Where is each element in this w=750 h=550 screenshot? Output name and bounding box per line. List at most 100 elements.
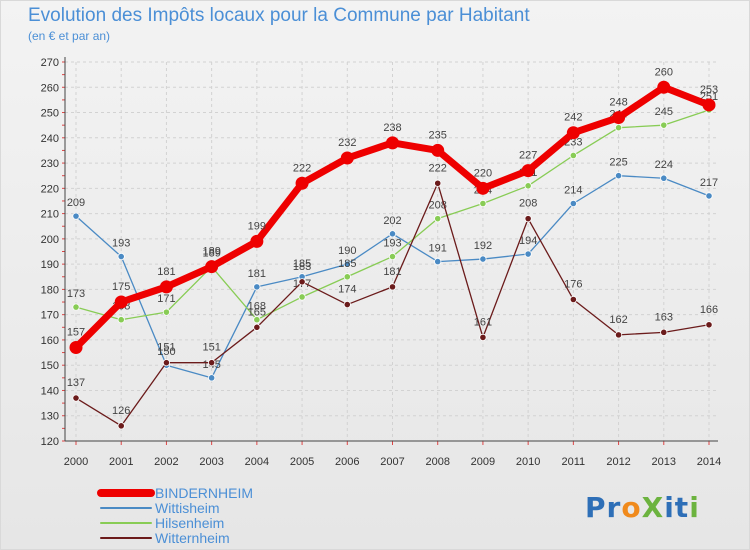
logo-letter: X xyxy=(641,491,665,524)
x-tick-label: 2008 xyxy=(425,456,449,468)
data-point xyxy=(705,321,713,329)
data-point xyxy=(566,126,580,140)
data-label: 245 xyxy=(655,106,673,118)
data-point xyxy=(162,359,171,367)
y-tick-label: 140 xyxy=(41,385,59,397)
chart-subtitle: (en € et par an) xyxy=(28,29,111,43)
data-point xyxy=(205,260,219,274)
x-tick-label: 2005 xyxy=(290,456,314,468)
data-label: 151 xyxy=(157,342,175,354)
x-tick-label: 2004 xyxy=(245,456,269,468)
y-tick-label: 230 xyxy=(41,158,59,170)
y-tick-label: 130 xyxy=(41,411,59,423)
x-tick-label: 2011 xyxy=(562,456,586,468)
x-tick-label: 2012 xyxy=(606,456,630,468)
data-point xyxy=(434,258,442,266)
data-label: 227 xyxy=(519,150,537,162)
x-tick-label: 2000 xyxy=(64,456,88,468)
data-label: 150 xyxy=(157,346,175,358)
proxiti-logo: ProXiti xyxy=(585,491,700,524)
y-tick-label: 170 xyxy=(41,310,59,322)
data-point xyxy=(253,283,261,291)
data-label: 208 xyxy=(519,198,537,210)
data-label: 176 xyxy=(564,279,582,291)
data-label: 126 xyxy=(112,405,130,417)
data-point xyxy=(657,80,671,94)
logo-letter: P xyxy=(585,491,607,524)
data-label: 209 xyxy=(67,197,85,209)
data-point xyxy=(524,250,532,258)
data-label: 191 xyxy=(429,243,447,255)
data-point xyxy=(660,328,668,336)
data-point xyxy=(72,212,80,220)
chart-title: Evolution des Impôts locaux pour la Comm… xyxy=(28,5,530,26)
y-tick-label: 150 xyxy=(41,360,59,372)
data-label: 194 xyxy=(519,235,537,247)
y-tick-label: 190 xyxy=(41,259,59,271)
data-point xyxy=(479,333,487,342)
data-point xyxy=(72,394,80,402)
data-label: 225 xyxy=(609,157,627,169)
data-point xyxy=(614,331,623,339)
x-tick-label: 2009 xyxy=(471,456,495,468)
data-point xyxy=(343,300,351,309)
data-label: 185 xyxy=(338,258,356,270)
data-point xyxy=(612,111,626,125)
x-tick-label: 2007 xyxy=(380,456,404,468)
data-label: 137 xyxy=(67,377,85,389)
y-tick-label: 220 xyxy=(41,183,59,195)
y-tick-label: 270 xyxy=(41,57,59,69)
legend-label: Hilsenheim xyxy=(155,515,224,531)
logo-letter: t xyxy=(674,491,690,524)
data-point xyxy=(208,359,216,367)
data-point xyxy=(476,181,490,195)
data-label: 190 xyxy=(338,245,356,257)
data-label: 175 xyxy=(112,281,130,293)
logo-letter: o xyxy=(621,491,642,524)
data-point xyxy=(388,283,397,291)
data-point xyxy=(159,280,173,294)
data-point xyxy=(298,278,306,286)
data-label: 157 xyxy=(67,327,85,339)
data-point xyxy=(479,199,487,208)
data-point xyxy=(343,260,351,268)
data-label: 260 xyxy=(655,66,673,78)
data-label: 248 xyxy=(609,97,627,109)
data-label: 224 xyxy=(655,159,673,171)
data-point xyxy=(117,316,125,324)
data-point xyxy=(660,174,668,182)
y-tick-label: 260 xyxy=(41,82,59,94)
data-point xyxy=(434,215,442,223)
data-point xyxy=(117,252,125,261)
data-point xyxy=(431,143,445,157)
data-label: 171 xyxy=(157,293,175,305)
x-tick-label: 2014 xyxy=(697,456,721,468)
data-label: 202 xyxy=(383,215,401,227)
data-point xyxy=(343,273,351,281)
data-label: 151 xyxy=(202,342,220,354)
data-label: 193 xyxy=(383,238,401,250)
data-label: 189 xyxy=(202,248,220,260)
y-tick-label: 120 xyxy=(41,436,59,448)
data-label: 199 xyxy=(248,220,266,232)
data-label: 181 xyxy=(157,266,175,278)
data-point xyxy=(705,192,713,200)
x-tick-label: 2010 xyxy=(516,456,540,468)
data-label: 162 xyxy=(609,314,627,326)
legend-label: Witternheim xyxy=(155,530,230,546)
data-point xyxy=(388,252,397,261)
x-tick-label: 2013 xyxy=(652,456,676,468)
data-label: 166 xyxy=(700,304,718,316)
x-tick-label: 2003 xyxy=(199,456,223,468)
y-tick-label: 200 xyxy=(41,234,59,246)
data-point xyxy=(569,295,577,304)
data-label: 222 xyxy=(293,162,311,174)
y-tick-label: 240 xyxy=(41,133,59,145)
data-label: 165 xyxy=(248,306,266,318)
data-point xyxy=(479,255,487,263)
data-label: 242 xyxy=(564,112,582,124)
data-label: 168 xyxy=(248,301,266,313)
data-label: 232 xyxy=(338,137,356,149)
